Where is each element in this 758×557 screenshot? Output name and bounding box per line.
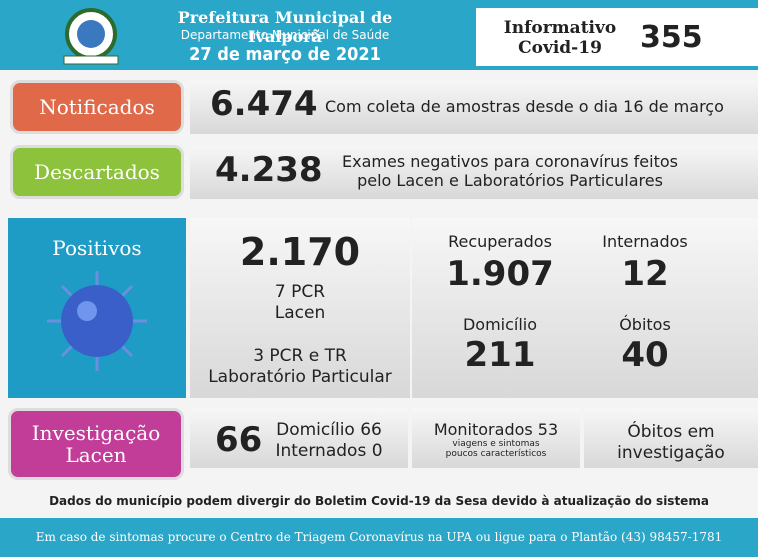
bulletin-line: Informativo (503, 18, 617, 38)
notificados-value: 6.474 (210, 84, 318, 124)
detail-line: Domicílio 66 (276, 420, 382, 440)
obitos-value: 40 (621, 335, 669, 375)
monitorados-line: poucos característicos (445, 449, 547, 459)
positivos-label: Positivos (52, 236, 142, 260)
monitorados: Monitorados 53 viagens e sintomas poucos c… (412, 420, 580, 459)
descartados-panel (190, 145, 758, 199)
obitos-line: investigação (617, 443, 725, 463)
investigacao-panel (190, 408, 408, 468)
internados-label: Internados (602, 232, 688, 251)
obitos-line: Óbitos em (627, 422, 715, 442)
recuperados-value: 1.907 (446, 254, 554, 294)
bulletin-box (476, 8, 758, 66)
date: 27 de março de 2021 (189, 44, 381, 65)
descartados-label: Descartados (10, 145, 184, 199)
department: Departamento Municipal de Saúde (180, 28, 390, 42)
domicilio-label: Domicílio (462, 315, 538, 334)
positivos-detail: 7 PCR Lacen 3 PCR e TR Laboratório Particul… (190, 282, 410, 388)
descartados-value: 4.238 (215, 150, 323, 190)
investigacao-detail: Domicílio 66 Internados 0 (270, 420, 388, 462)
notificados-panel (190, 80, 758, 134)
outcomes-panel (412, 218, 758, 398)
investigacao-label: Investigação Lacen (8, 408, 184, 480)
monitorados-line: viagens e sintomas (452, 439, 540, 449)
domicilio-value: 211 (464, 335, 536, 375)
footer: Em caso de sintomas procure o Centro de … (0, 518, 758, 557)
detail-line: 7 PCR (274, 282, 326, 302)
obitos-label: Óbitos (619, 315, 671, 334)
notificados-note: Com coleta de amostras desde o dia 16 de… (325, 97, 724, 116)
obitos-investigacao: Óbitos em investigação (584, 422, 758, 464)
notificados-label: Notificados (10, 80, 184, 134)
recuperados-label: Recuperados (448, 232, 552, 251)
internados-value: 12 (621, 254, 669, 294)
note-line: Exames negativos para coronavírus feitos (342, 152, 678, 171)
detail-line: 3 PCR e TR (253, 346, 347, 366)
positivos-value: 2.170 (239, 230, 361, 274)
monitorados-panel (412, 408, 580, 468)
bulletin-line: Covid-19 (518, 38, 602, 58)
monitorados-line: Monitorados 53 (433, 420, 559, 439)
positivos-panel (190, 218, 410, 398)
footnote: Dados do município podem divergir do Bol… (49, 494, 709, 508)
detail-line: Internados 0 (275, 441, 383, 461)
bulletin: Informativo Covid-19 (490, 18, 630, 58)
descartados-note: Exames negativos para coronavírus feitos… (330, 152, 690, 190)
detail-line: Lacen (274, 303, 326, 323)
label-line: Lacen (65, 443, 127, 467)
detail-line: Laboratório Particular (208, 367, 392, 387)
bulletin-number: 355 (640, 20, 703, 55)
label-line: Investigação (31, 421, 161, 445)
title: Prefeitura Municipal de Ivaiporã (177, 8, 393, 46)
logo (63, 8, 119, 65)
investigacao-value: 66 (215, 420, 263, 460)
note-line: pelo Lacen e Laboratórios Particulares (357, 171, 663, 190)
obitos-investigacao-panel (584, 408, 758, 468)
virus-icon (47, 271, 147, 371)
